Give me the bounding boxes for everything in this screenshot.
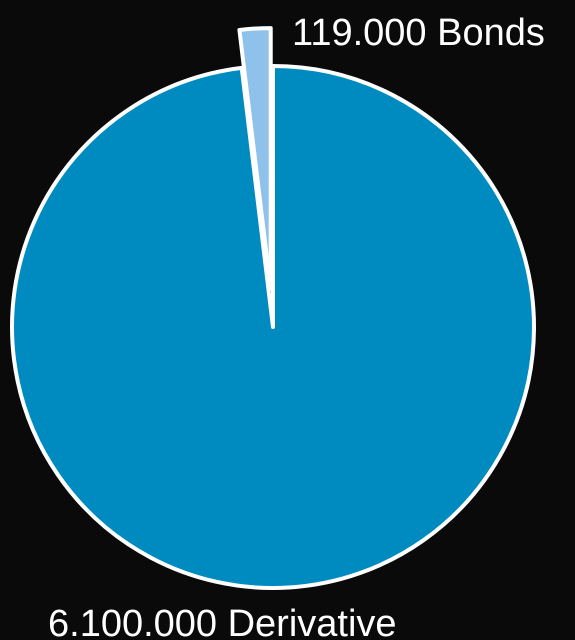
slice-bonds xyxy=(237,26,273,292)
slice-label-derivative: 6.100.000 Derivative xyxy=(48,603,397,640)
pie-slices xyxy=(10,26,536,590)
slice-label-bonds: 119.000 Bonds xyxy=(292,12,545,54)
slice-derivative xyxy=(10,64,536,590)
